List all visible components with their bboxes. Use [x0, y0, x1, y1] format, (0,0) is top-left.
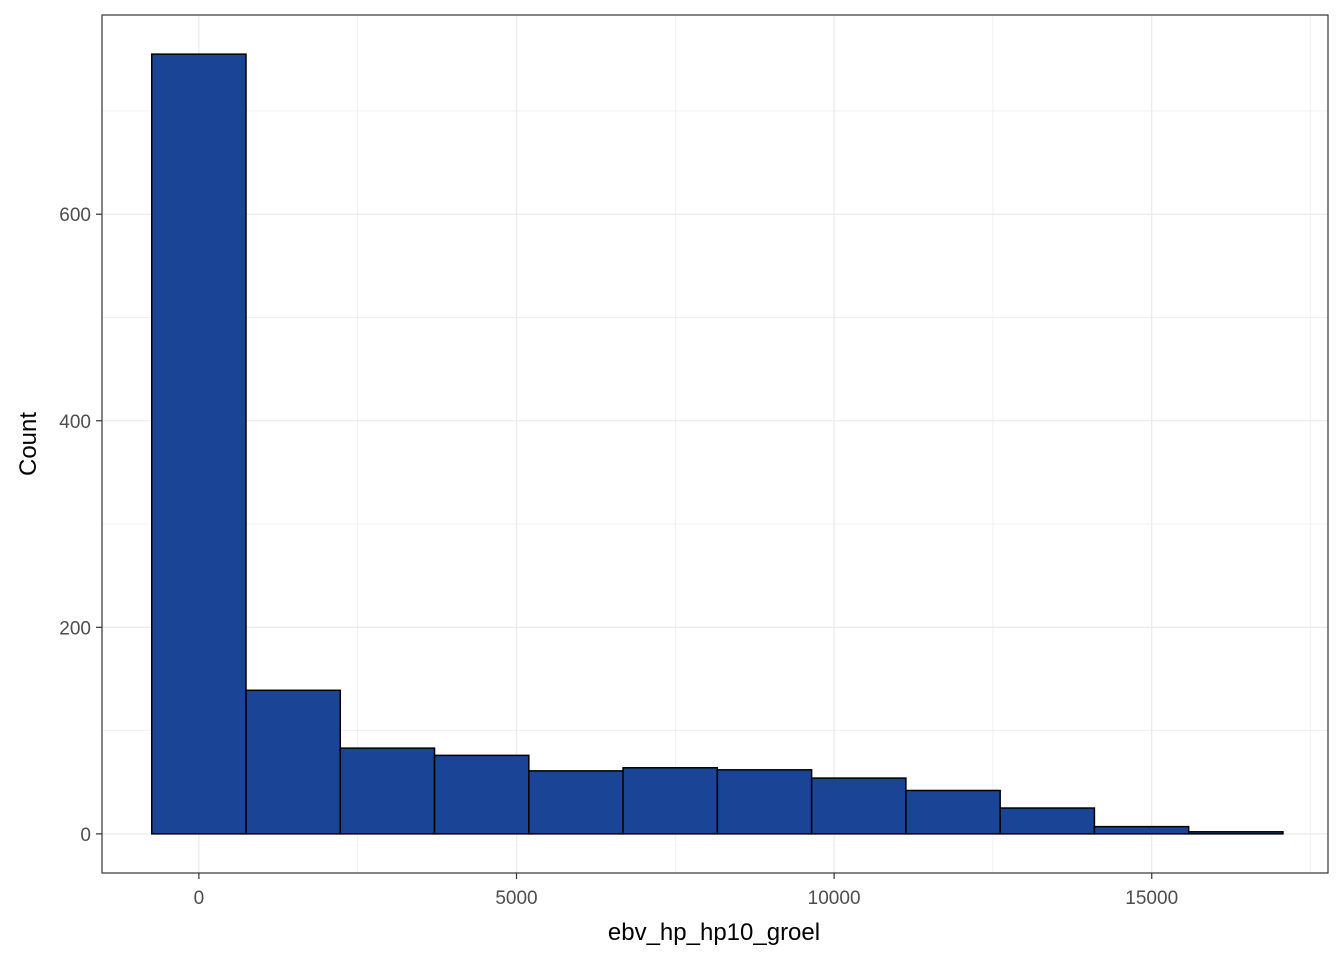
histogram-bar [1093, 825, 1190, 835]
y-tick-label: 600 [59, 205, 91, 226]
histogram-bar [905, 789, 1001, 835]
x-tick-label: 15000 [1125, 888, 1178, 909]
panel-border [101, 14, 1329, 874]
histogram-bar [150, 53, 247, 835]
histogram-bar [433, 754, 530, 835]
y-tick-label: 200 [59, 618, 91, 639]
histogram-bars [150, 53, 1284, 835]
x-axis-title: ebv_hp_hp10_groel [608, 919, 820, 946]
y-axis-title: Count [15, 412, 42, 476]
histogram-bar [999, 807, 1096, 835]
x-tick-label: 0 [194, 888, 205, 909]
histogram-bar [716, 769, 813, 835]
histogram-bar [339, 747, 436, 835]
x-axis: 0 5000 10000 15000 [194, 873, 1178, 909]
histogram-bar [528, 770, 624, 835]
histogram-bar [810, 777, 907, 835]
x-tick-label: 10000 [808, 888, 861, 909]
y-axis: 0 200 400 600 [59, 205, 102, 846]
y-tick-label: 0 [80, 825, 91, 846]
histogram-bar [1187, 831, 1284, 835]
x-tick-label: 5000 [495, 888, 537, 909]
histogram-bar [245, 689, 342, 835]
y-tick-label: 400 [59, 412, 91, 433]
histogram-bar [622, 767, 719, 835]
